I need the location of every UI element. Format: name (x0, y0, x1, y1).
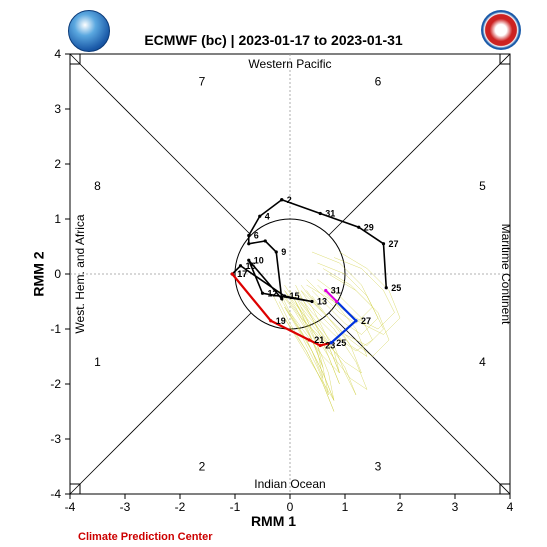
svg-text:4: 4 (507, 500, 514, 514)
svg-text:5: 5 (479, 179, 486, 193)
svg-text:-4: -4 (50, 487, 61, 501)
svg-text:-2: -2 (50, 377, 61, 391)
svg-text:-1: -1 (230, 500, 241, 514)
svg-text:12: 12 (268, 288, 278, 298)
svg-text:Western Pacific: Western Pacific (248, 57, 331, 71)
svg-text:3: 3 (375, 460, 382, 474)
svg-text:-3: -3 (50, 432, 61, 446)
svg-text:Maritime Continent: Maritime Continent (499, 224, 513, 325)
svg-text:2: 2 (287, 195, 292, 205)
svg-text:2: 2 (54, 157, 61, 171)
svg-text:1: 1 (342, 500, 349, 514)
svg-text:0: 0 (287, 500, 294, 514)
svg-text:8: 8 (94, 179, 101, 193)
svg-text:27: 27 (361, 316, 371, 326)
svg-text:-4: -4 (65, 500, 76, 514)
svg-text:9: 9 (281, 247, 286, 257)
svg-text:31: 31 (331, 286, 341, 296)
svg-text:6: 6 (375, 75, 382, 89)
svg-text:19: 19 (276, 316, 286, 326)
svg-text:3: 3 (452, 500, 459, 514)
svg-text:4: 4 (265, 211, 270, 221)
svg-text:27: 27 (389, 239, 399, 249)
svg-text:29: 29 (364, 222, 374, 232)
svg-text:17: 17 (237, 269, 247, 279)
svg-text:-1: -1 (50, 322, 61, 336)
svg-text:3: 3 (54, 102, 61, 116)
svg-text:1: 1 (54, 212, 61, 226)
svg-text:-3: -3 (120, 500, 131, 514)
svg-text:West. Hem. and Africa: West. Hem. and Africa (73, 214, 87, 333)
svg-text:-2: -2 (175, 500, 186, 514)
svg-text:7: 7 (199, 75, 206, 89)
svg-text:25: 25 (336, 338, 346, 348)
svg-text:4: 4 (479, 355, 486, 369)
svg-text:13: 13 (317, 297, 327, 307)
svg-text:4: 4 (54, 47, 61, 61)
svg-text:2: 2 (199, 460, 206, 474)
svg-text:25: 25 (391, 283, 401, 293)
svg-text:0: 0 (54, 267, 61, 281)
mjo-phase-diagram: -4-3-2-101234-4-3-2-101234Western Pacifi… (0, 0, 547, 547)
svg-text:Indian Ocean: Indian Ocean (254, 477, 325, 491)
svg-text:2: 2 (397, 500, 404, 514)
svg-text:1: 1 (94, 355, 101, 369)
svg-text:6: 6 (254, 231, 259, 241)
svg-text:15: 15 (290, 291, 300, 301)
svg-text:21: 21 (314, 335, 324, 345)
svg-text:31: 31 (325, 209, 335, 219)
